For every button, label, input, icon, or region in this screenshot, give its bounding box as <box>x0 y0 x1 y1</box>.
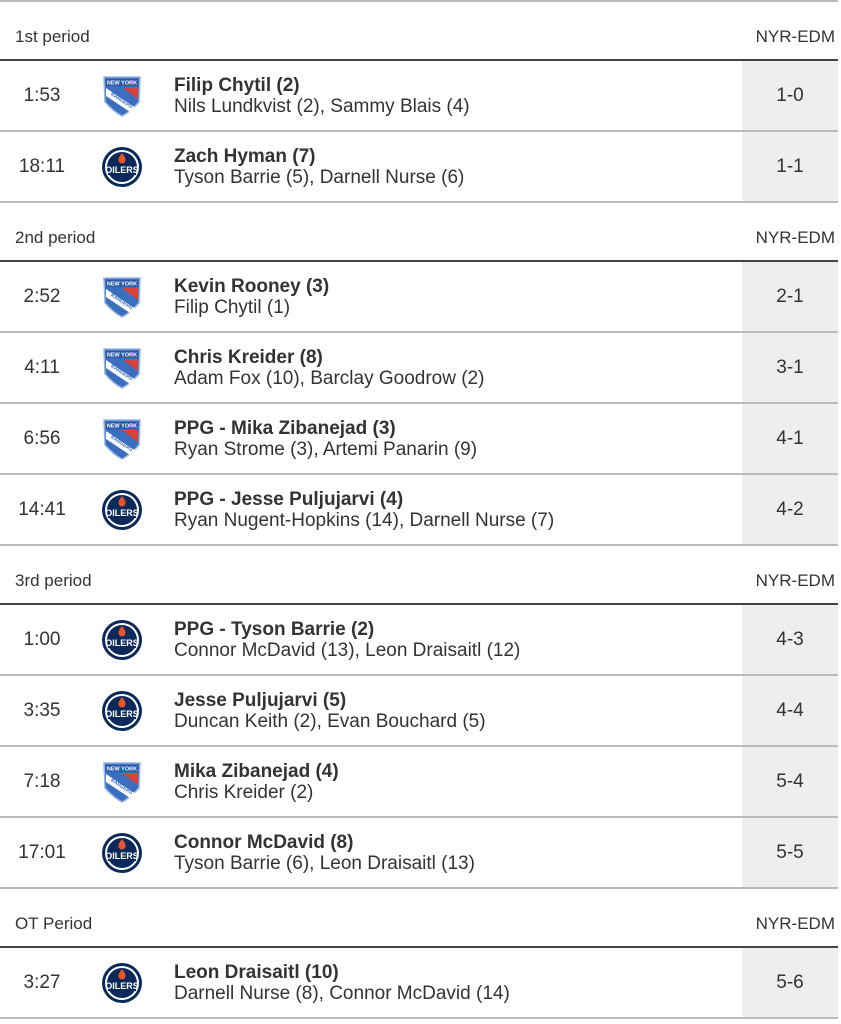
svg-text:NEW YORK: NEW YORK <box>107 423 137 429</box>
goal-assists: Duncan Keith (2), Evan Bouchard (5) <box>174 710 486 732</box>
goal-time: 4:11 <box>24 356 60 378</box>
goal-scorer: PPG - Jesse Puljujarvi (4) <box>174 488 404 510</box>
goal-row: 3:27 OILERS Leon Draisaitl (10) Darnell N… <box>0 948 838 1019</box>
oilers-logo-icon: OILERS <box>84 689 174 733</box>
oilers-logo-icon: OILERS <box>84 488 174 532</box>
svg-text:OILERS: OILERS <box>105 709 139 719</box>
goal-scorer: Connor McDavid (8) <box>174 831 354 853</box>
goal-scorer: Zach Hyman (7) <box>174 145 316 167</box>
goal-assists: Nils Lundkvist (2), Sammy Blais (4) <box>174 95 470 117</box>
goal-assists: Chris Kreider (2) <box>174 781 314 803</box>
rangers-logo-icon: NEW YORK RANGERS <box>84 760 174 804</box>
goal-scorer: PPG - Tyson Barrie (2) <box>174 618 375 640</box>
goal-scorer: Jesse Puljujarvi (5) <box>174 689 347 711</box>
goal-row: 1:00 OILERS PPG - Tyson Barrie (2) Connor… <box>0 605 838 676</box>
svg-text:OILERS: OILERS <box>105 851 139 861</box>
goal-row: 2:52 NEW YORK RANGERS Kevin Rooney (3) Fil… <box>0 262 838 333</box>
goal-time: 1:00 <box>23 628 61 650</box>
period-label: OT Period <box>15 914 93 933</box>
running-score: 4-4 <box>742 676 838 745</box>
running-score: 5-5 <box>742 818 838 887</box>
goal-scorer: Leon Draisaitl (10) <box>174 961 339 983</box>
rangers-logo-icon: NEW YORK RANGERS <box>84 417 174 461</box>
svg-text:NEW YORK: NEW YORK <box>107 80 137 86</box>
goal-row: 1:53 NEW YORK RANGERS Filip Chytil (2) Nil… <box>0 61 838 132</box>
running-score: 4-3 <box>742 605 838 674</box>
goal-time: 17:01 <box>18 841 66 863</box>
score-column-header: NYR-EDM <box>755 228 835 247</box>
goal-time: 14:41 <box>18 498 66 520</box>
goal-row: 3:35 OILERS Jesse Puljujarvi (5) Duncan K… <box>0 676 838 747</box>
svg-text:NEW YORK: NEW YORK <box>107 281 137 287</box>
period-header: 1st period NYR-EDM <box>0 2 838 61</box>
running-score: 2-1 <box>742 262 838 331</box>
goal-assists: Ryan Nugent-Hopkins (14), Darnell Nurse … <box>174 509 555 531</box>
score-column-header: NYR-EDM <box>755 914 835 933</box>
score-column-header: NYR-EDM <box>755 27 835 46</box>
goal-assists: Darnell Nurse (8), Connor McDavid (14) <box>174 982 510 1004</box>
goal-scorer: Filip Chytil (2) <box>174 74 300 96</box>
oilers-logo-icon: OILERS <box>84 961 174 1005</box>
goal-time: 2:52 <box>23 285 61 307</box>
svg-text:OILERS: OILERS <box>105 508 139 518</box>
svg-text:OILERS: OILERS <box>105 165 139 175</box>
oilers-logo-icon: OILERS <box>84 618 174 662</box>
rangers-logo-icon: NEW YORK RANGERS <box>84 275 174 319</box>
svg-text:NEW YORK: NEW YORK <box>107 352 137 358</box>
goal-scorer: PPG - Mika Zibanejad (3) <box>174 417 396 439</box>
goal-time: 7:18 <box>23 770 61 792</box>
goal-assists: Tyson Barrie (5), Darnell Nurse (6) <box>174 166 465 188</box>
goal-scorer: Kevin Rooney (3) <box>174 275 330 297</box>
goal-assists: Ryan Strome (3), Artemi Panarin (9) <box>174 438 478 460</box>
score-column-header: NYR-EDM <box>755 571 835 590</box>
running-score: 3-1 <box>742 333 838 402</box>
goal-scorer: Chris Kreider (8) <box>174 346 323 368</box>
running-score: 1-0 <box>742 61 838 130</box>
running-score: 5-4 <box>742 747 838 816</box>
goal-time: 18:11 <box>18 155 66 177</box>
svg-text:NEW YORK: NEW YORK <box>107 766 137 772</box>
goal-assists: Tyson Barrie (6), Leon Draisaitl (13) <box>174 852 475 874</box>
rangers-logo-icon: NEW YORK RANGERS <box>84 74 174 118</box>
svg-text:OILERS: OILERS <box>105 638 139 648</box>
goal-row: 14:41 OILERS PPG - Jesse Puljujarvi (4) R… <box>0 475 838 546</box>
oilers-logo-icon: OILERS <box>84 831 174 875</box>
period-header: 2nd period NYR-EDM <box>0 203 838 262</box>
goal-assists: Adam Fox (10), Barclay Goodrow (2) <box>174 367 485 389</box>
rangers-logo-icon: NEW YORK RANGERS <box>84 346 174 390</box>
goal-assists: Connor McDavid (13), Leon Draisaitl (12) <box>174 639 521 661</box>
goal-row: 6:56 NEW YORK RANGERS PPG - Mika Zibaneja… <box>0 404 838 475</box>
goal-row: 18:11 OILERS Zach Hyman (7) Tyson Barrie … <box>0 132 838 203</box>
period-header: OT Period NYR-EDM <box>0 889 838 948</box>
running-score: 5-6 <box>742 948 838 1017</box>
goal-assists: Filip Chytil (1) <box>174 296 291 318</box>
period-label: 1st period <box>15 27 90 46</box>
goal-time: 3:27 <box>23 971 61 993</box>
goal-row: 4:11 NEW YORK RANGERS Chris Kreider (8) Ad… <box>0 333 838 404</box>
oilers-logo-icon: OILERS <box>84 145 174 189</box>
period-label: 2nd period <box>15 228 96 247</box>
goal-time: 3:35 <box>23 699 61 721</box>
goal-time: 6:56 <box>23 427 61 449</box>
period-header: 3rd period NYR-EDM <box>0 546 838 605</box>
goal-row: 17:01 OILERS Connor McDavid (8) Tyson Bar… <box>0 818 838 889</box>
running-score: 4-1 <box>742 404 838 473</box>
goal-row: 7:18 NEW YORK RANGERS Mika Zibanejad (4) C… <box>0 747 838 818</box>
running-score: 1-1 <box>742 132 838 201</box>
svg-text:OILERS: OILERS <box>105 981 139 991</box>
goal-scorer: Mika Zibanejad (4) <box>174 760 339 782</box>
goal-time: 1:53 <box>23 84 61 106</box>
running-score: 4-2 <box>742 475 838 544</box>
period-label: 3rd period <box>15 571 92 590</box>
